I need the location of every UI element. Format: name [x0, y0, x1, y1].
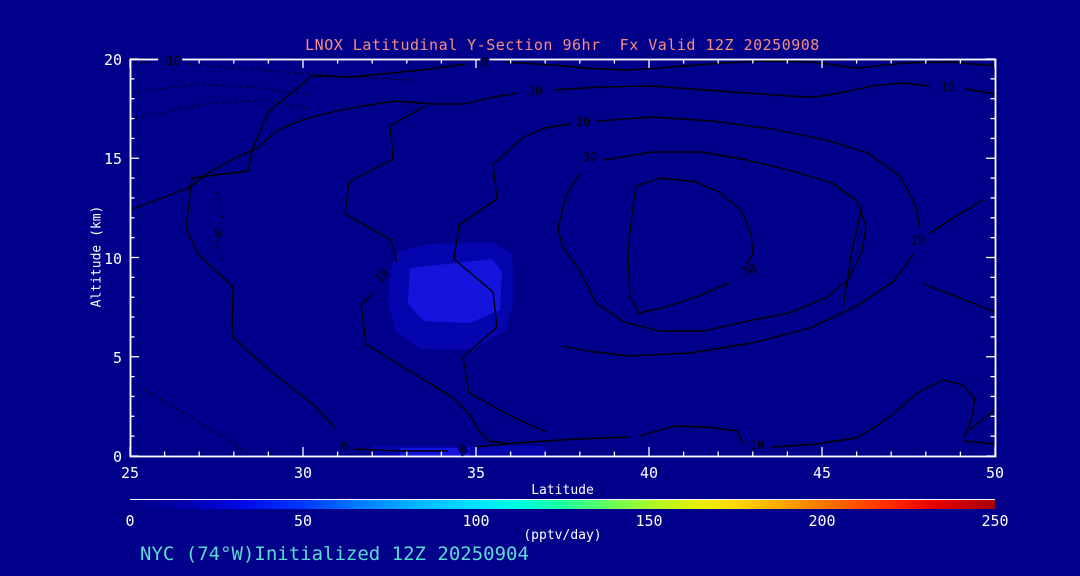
contour-line-level-30 [627, 177, 754, 314]
contour-line-level--10 [214, 191, 225, 264]
contour-line-level-10 [129, 82, 996, 211]
x-tick-label: 25 [120, 464, 140, 482]
contour-label: 20 [908, 231, 928, 249]
contour-label: 10 [526, 84, 544, 98]
colorbar-tick-label: 50 [293, 512, 313, 530]
colorbar-tick-label: 150 [635, 512, 663, 530]
contour-line-level-10 [639, 379, 976, 448]
y-tick-label: 0 [112, 448, 122, 466]
shaded-region [408, 259, 502, 323]
shaded-region [400, 448, 470, 456]
y-tick-label: 10 [103, 249, 122, 268]
contour-line-level--10 [133, 83, 311, 96]
contour-line-level-20 [453, 136, 547, 433]
contour-label: 10 [748, 438, 766, 452]
contour-label: 10 [939, 80, 957, 94]
x-tick-label: 50 [985, 464, 1005, 482]
y-tick-label: 5 [112, 348, 122, 367]
colorbar [130, 499, 995, 509]
contour-line-level-0 [352, 436, 631, 452]
contour-label: 30 [581, 150, 599, 164]
plot-frame [129, 58, 997, 458]
colorbar-unit-label: (pptv/day) [523, 528, 602, 543]
x-tick-label: 35 [466, 464, 486, 482]
colorbar-tick-label: 0 [125, 512, 135, 530]
chart-title: LNOX Latitudinal Y-Section 96hr Fx Valid… [305, 36, 820, 54]
contour-line-level-10 [344, 105, 511, 445]
colorbar-tick-label: 200 [808, 512, 836, 530]
colorbar-tick-label: 100 [462, 512, 490, 530]
colorbar-tick-label: 250 [981, 512, 1009, 530]
contour-line-level-20 [923, 283, 996, 313]
contour-line-level-20 [929, 199, 984, 234]
contour-label: -10 [158, 54, 182, 68]
contour-line-level-20 [523, 116, 921, 357]
contour-line-level--10 [132, 382, 249, 454]
contour-line-level--10 [135, 99, 306, 119]
contour-line-level-10 [963, 408, 996, 445]
x-tick-label: 45 [812, 464, 832, 482]
footer-annotation: NYC (74°W)Initialized 12Z 20250904 [140, 543, 529, 565]
contour-label: 20 [574, 115, 592, 129]
x-tick-label: 30 [293, 464, 313, 482]
contour-line-level-20 [842, 205, 863, 309]
x-tick-label: 40 [639, 464, 659, 482]
contour-line-level-0 [311, 60, 996, 78]
contour-line-level-0 [185, 75, 337, 430]
y-tick-label: 20 [103, 51, 122, 69]
contour-line-level-30 [557, 151, 867, 332]
x-axis-label: Latitude [531, 483, 594, 498]
contour-label: 0 [480, 55, 490, 69]
y-tick-label: 15 [103, 150, 122, 169]
